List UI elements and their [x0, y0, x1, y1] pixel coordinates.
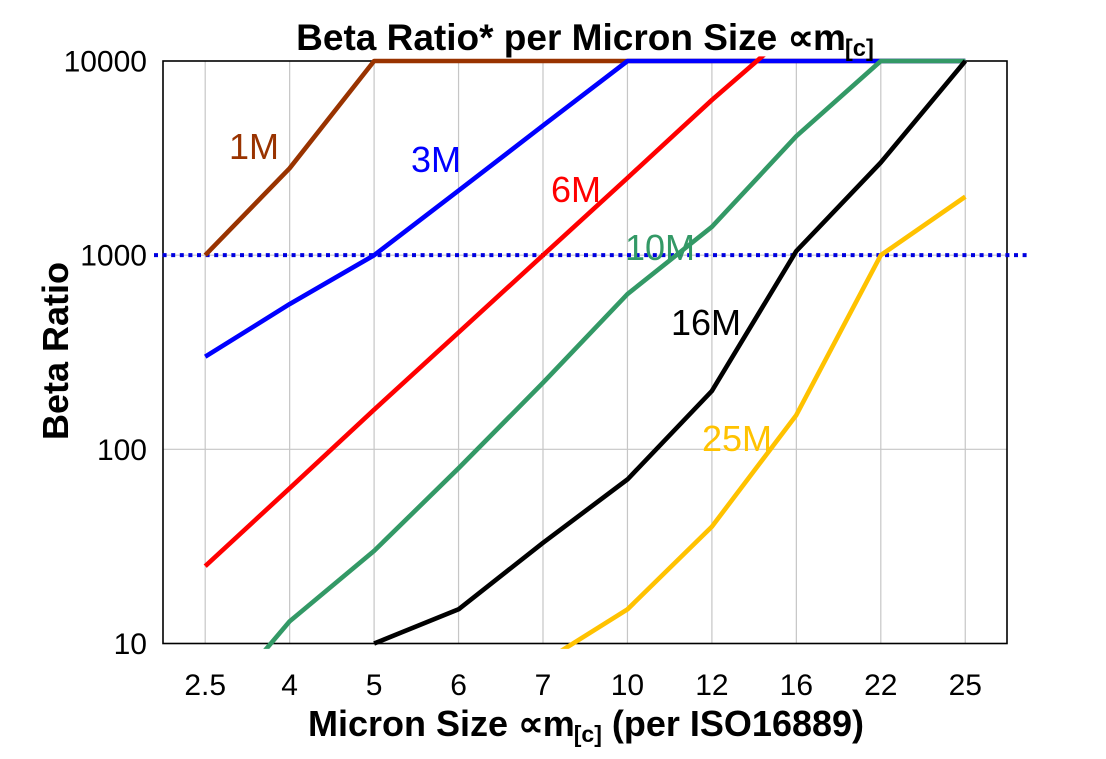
chart-title: Beta Ratio* per Micron Size ∝m[c] [140, 16, 1030, 62]
subscript-c: [c] [573, 720, 602, 747]
series-line-10m [263, 58, 966, 649]
x-tick-label: 16 [780, 669, 813, 702]
series-line-3m [203, 58, 966, 359]
y-axis-title: Beta Ratio [35, 261, 76, 441]
series-line-6m [203, 56, 766, 568]
x-axis-title-suffix: (per ISO16889) [601, 703, 865, 744]
chart-title-text: Beta Ratio* per Micron Size [296, 17, 788, 58]
x-tick-label: 22 [864, 669, 897, 702]
y-tick-label: 10 [114, 628, 147, 661]
x-axis-title: Micron Size ∝m[c] (per ISO16889) [163, 700, 1009, 748]
x-tick-label: 7 [535, 669, 552, 702]
proportional-symbol: ∝m [787, 17, 846, 58]
x-tick-label: 4 [281, 669, 298, 702]
series-label-3m: 3M [411, 139, 461, 180]
series-label-6m: 6M [551, 169, 601, 210]
x-tick-label: 6 [450, 669, 467, 702]
series-label-10m: 10M [625, 227, 695, 268]
series-line-25m [560, 194, 967, 649]
series-line-16m [373, 59, 968, 646]
x-tick-label: 10 [611, 669, 644, 702]
series-label-16m: 16M [671, 302, 741, 343]
x-tick-label: 12 [695, 669, 728, 702]
subscript-c: [c] [844, 35, 874, 62]
x-tick-label: 25 [949, 669, 982, 702]
x-tick-label: 2.5 [184, 669, 226, 702]
y-tick-label: 1000 [80, 240, 147, 273]
x-tick-label: 5 [366, 669, 383, 702]
series-label-25m: 25M [702, 418, 772, 459]
y-tick-label: 100 [97, 434, 147, 467]
proportional-symbol: ∝m [518, 703, 575, 744]
series-label-1m: 1M [229, 126, 279, 167]
y-tick-label: 10000 [64, 46, 147, 79]
x-axis-title-text: Micron Size [307, 703, 519, 744]
